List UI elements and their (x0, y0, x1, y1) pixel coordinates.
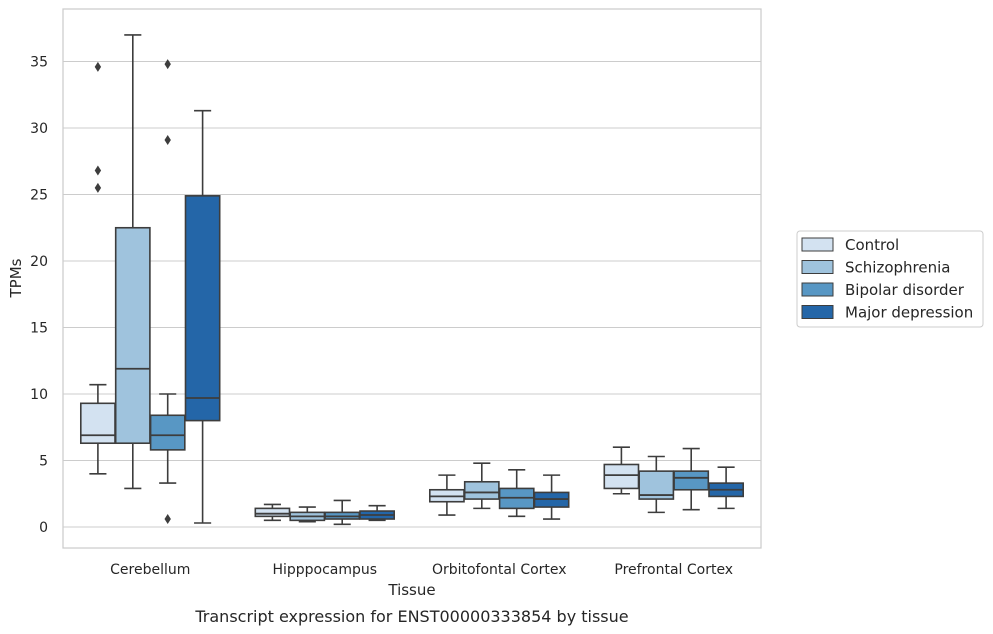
box-group (533, 474, 570, 520)
box-group (463, 462, 500, 510)
box-group (673, 447, 710, 511)
x-tick-label: Orbitofontal Cortex (432, 562, 567, 578)
y-tick-label: 35 (30, 55, 48, 71)
x-axis-label: Tissue (387, 581, 435, 599)
box-group (359, 504, 396, 522)
box-group (498, 469, 535, 518)
outlier-point (164, 514, 171, 525)
box-group (324, 499, 361, 526)
x-tick-label: Hipppocampus (272, 562, 377, 578)
x-tick-label: Cerebellum (110, 562, 190, 578)
box-group (708, 466, 745, 510)
outlier-point (164, 134, 171, 145)
plot-frame (62, 8, 762, 549)
box-iqr (79, 402, 116, 445)
outlier-point (94, 165, 102, 176)
y-tick-label: 30 (30, 121, 48, 137)
box-group (638, 455, 675, 514)
legend-swatch (801, 305, 834, 319)
legend: Control Schizophrenia Bipolar disorder Majo… (796, 230, 984, 328)
legend-label: Schizophrenia (845, 259, 950, 277)
outlier-point (94, 61, 102, 72)
legend-label: Bipolar disorder (845, 281, 965, 299)
plot-boxes (79, 34, 745, 526)
box-group (254, 503, 291, 522)
y-axis-label: TPMs (7, 258, 25, 298)
y-tick-label: 15 (30, 321, 48, 337)
box-iqr (149, 414, 186, 451)
box-iqr (673, 470, 710, 491)
box-group (428, 474, 465, 516)
legend-label: Major depression (845, 304, 973, 322)
box-group (79, 61, 116, 475)
x-tick-label: Prefrontal Cortex (614, 562, 733, 578)
y-tick-label: 0 (39, 520, 48, 536)
box-group (603, 446, 640, 495)
y-axis-ticks: 0 5 10 15 20 25 30 35 (30, 55, 48, 537)
box-iqr (184, 195, 221, 422)
y-tick-label: 25 (30, 188, 48, 204)
box-iqr (463, 480, 500, 500)
legend-swatch (801, 237, 834, 252)
box-iqr (603, 463, 640, 490)
box-group (149, 59, 186, 525)
y-tick-label: 20 (30, 254, 48, 270)
grid-lines (63, 60, 761, 528)
legend-swatch (801, 260, 834, 274)
y-tick-label: 5 (39, 454, 48, 470)
chart-caption: Transcript expression for ENST0000033385… (194, 607, 628, 626)
legend-frame (796, 230, 984, 328)
box-group (114, 34, 151, 490)
outlier-point (164, 59, 171, 70)
box-group (184, 109, 221, 524)
legend-label: Control (845, 236, 899, 254)
box-group (289, 506, 326, 523)
y-tick-label: 10 (30, 387, 48, 403)
x-axis-ticks: Cerebellum Hipppocampus Orbitofontal Corte… (110, 562, 733, 578)
legend-swatch (801, 282, 834, 297)
outlier-point (94, 182, 102, 193)
box-iqr (254, 507, 291, 518)
box-iqr (114, 226, 151, 445)
